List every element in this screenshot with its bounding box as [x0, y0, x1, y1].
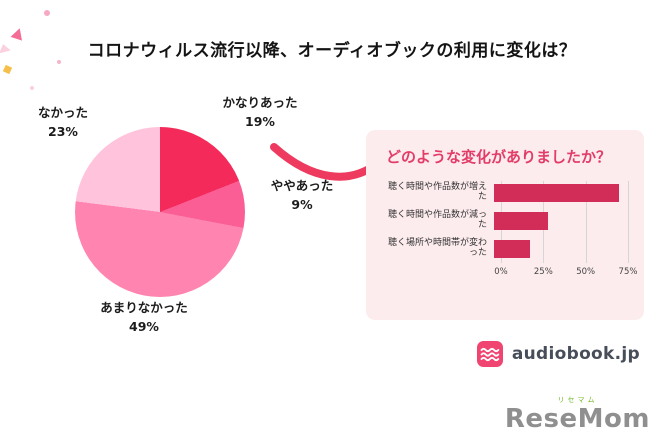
bar-track [494, 212, 628, 230]
page-title: コロナウィルス流行以降、オーディオブックの利用に変化は？ [87, 41, 577, 61]
bar-track [494, 240, 628, 258]
bar-category-label: 聴く時間や作品数が増えた [387, 182, 487, 202]
x-tick-label: 25% [533, 267, 553, 277]
audiobook-logo: audiobook.jp [476, 341, 640, 367]
bar-track [494, 184, 628, 202]
bar-fill [494, 184, 620, 202]
pie-label-text: かなりあった [222, 95, 298, 110]
x-tick-label: 75% [618, 267, 638, 277]
x-axis-ticks: 0% 25% 50% 75% [494, 267, 637, 281]
x-tick-label: 0% [494, 267, 508, 277]
pie-label-text: あまりなかった [100, 300, 188, 315]
confetti-square-icon [2, 64, 13, 75]
bar-row: 聴く時間や作品数が減った [382, 207, 628, 235]
audiobook-logo-icon [476, 341, 503, 367]
resemom-logo: リセマム ReseMom [505, 395, 650, 432]
confetti-dot-icon [30, 86, 34, 90]
resemom-kana-text: リセマム [557, 396, 598, 404]
bar-chart: 聴く時間や作品数が増えた 聴く時間や作品数が減った 聴く場所や時間帯が変わった … [382, 179, 637, 281]
bar-fill [494, 212, 548, 230]
bar-fill [494, 240, 530, 258]
gridline [628, 181, 629, 263]
bar-chart-panel: どのような変化がありましたか？ 聴く時間や作品数が増えた 聴く時間や作品数が減っ… [366, 130, 644, 320]
confetti-dot-icon [44, 10, 50, 16]
bar-row: 聴く時間や作品数が増えた [382, 179, 628, 207]
pie-label-text: ややあった [270, 178, 334, 193]
pie-label-pct: 19% [245, 113, 275, 129]
x-tick-label: 50% [576, 267, 596, 277]
bar-chart-title: どのような変化がありましたか？ [386, 148, 612, 166]
pie-label-pct: 23% [48, 123, 78, 139]
pie-label-yaya: ややあった 9% [262, 177, 342, 215]
pie-label-text: なかった [37, 105, 88, 120]
resemom-logo-text: ReseMom [504, 404, 650, 434]
bar-category-label: 聴く時間や作品数が減った [387, 210, 487, 230]
pie-label-kanari: かなりあった 19% [205, 94, 315, 132]
bar-row: 聴く場所や時間帯が変わった [382, 235, 628, 263]
pie-label-pct: 49% [129, 318, 159, 334]
pie-chart [75, 127, 245, 297]
audiobook-logo-text: audiobook.jp [511, 344, 640, 364]
gridline [585, 181, 587, 263]
pie-label-pct: 9% [291, 196, 313, 212]
pie-label-nakatta: なかった 23% [18, 104, 108, 142]
confetti-dot-icon [57, 60, 61, 64]
bar-category-label: 聴く場所や時間帯が変わった [387, 238, 487, 258]
pie-label-amari: あまりなかった 49% [88, 299, 200, 337]
